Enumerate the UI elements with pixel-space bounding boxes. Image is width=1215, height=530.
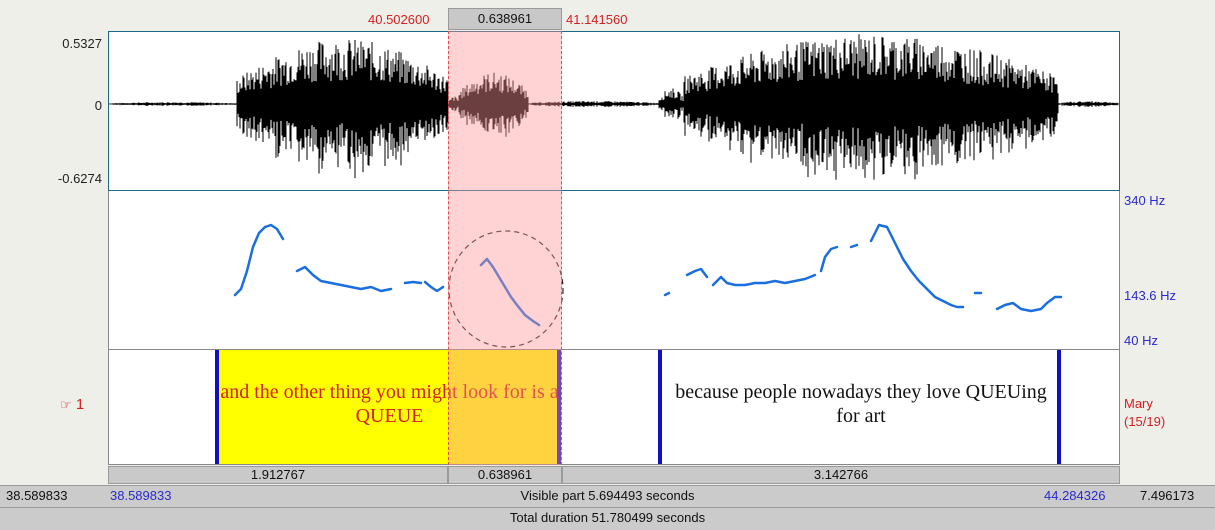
duration-segment[interactable]: 3.142766 <box>562 466 1120 484</box>
interval-highlight <box>217 350 558 464</box>
waveform-svg <box>109 34 1119 180</box>
tier-number-text: 1 <box>75 396 85 413</box>
total-duration-bar[interactable]: Total duration 51.780499 seconds <box>0 507 1215 530</box>
waveform-signal <box>109 34 1119 180</box>
selection-start-time: 40.502600 <box>368 12 430 27</box>
visible-part-label: Visible part 5.694493 seconds <box>520 488 695 503</box>
pitch-panel[interactable] <box>108 191 1120 349</box>
visible-right-outer: 7.496173 <box>1140 488 1195 503</box>
interval-boundary[interactable] <box>215 350 219 464</box>
visible-left-inner: 38.589833 <box>110 488 172 503</box>
pitch-top-hz: 340 Hz <box>1124 193 1166 208</box>
interval-text-selected[interactable]: and the other thing you might look for i… <box>220 381 559 427</box>
visible-right-inner: 44.284326 <box>1044 488 1106 503</box>
pitch-svg <box>233 223 1063 348</box>
pointing-hand-icon: ☞ <box>60 397 72 412</box>
interval-boundary[interactable] <box>658 350 662 464</box>
waveform-max-label: 0.5327 <box>62 36 102 51</box>
duration-segment[interactable]: 1.912767 <box>108 466 448 484</box>
waveform-panel[interactable] <box>108 31 1120 191</box>
pitch-bottom-hz: 40 Hz <box>1124 333 1158 348</box>
interval-boundary[interactable] <box>557 350 561 464</box>
waveform-zero-label: 0 <box>94 98 102 113</box>
tier-speaker-count: (15/19) <box>1124 414 1166 429</box>
waveform-min-label: -0.6274 <box>57 171 102 186</box>
emphasis-circle <box>448 230 564 348</box>
selection-duration-top[interactable]: 0.638961 <box>448 8 562 30</box>
duration-segment-selected[interactable]: 0.638961 <box>448 466 562 484</box>
selection-end-time: 41.141560 <box>566 12 628 27</box>
tier-number[interactable]: ☞ 1 <box>60 396 84 413</box>
pitch-mid-hz: 143.6 Hz <box>1124 288 1177 303</box>
visible-part-bar[interactable]: 38.589833 38.589833 Visible part 5.69449… <box>0 485 1215 507</box>
pitch-contour <box>233 223 1063 327</box>
interval-boundary[interactable] <box>1057 350 1061 464</box>
total-duration-label: Total duration 51.780499 seconds <box>509 510 706 525</box>
interval-text[interactable]: because people nowadays they love QUEUin… <box>675 381 1047 427</box>
visible-left-outer: 38.589833 <box>6 488 68 503</box>
tier-speaker-name: Mary <box>1124 396 1153 411</box>
tier-panel[interactable]: and the other thing you might look for i… <box>108 349 1120 465</box>
